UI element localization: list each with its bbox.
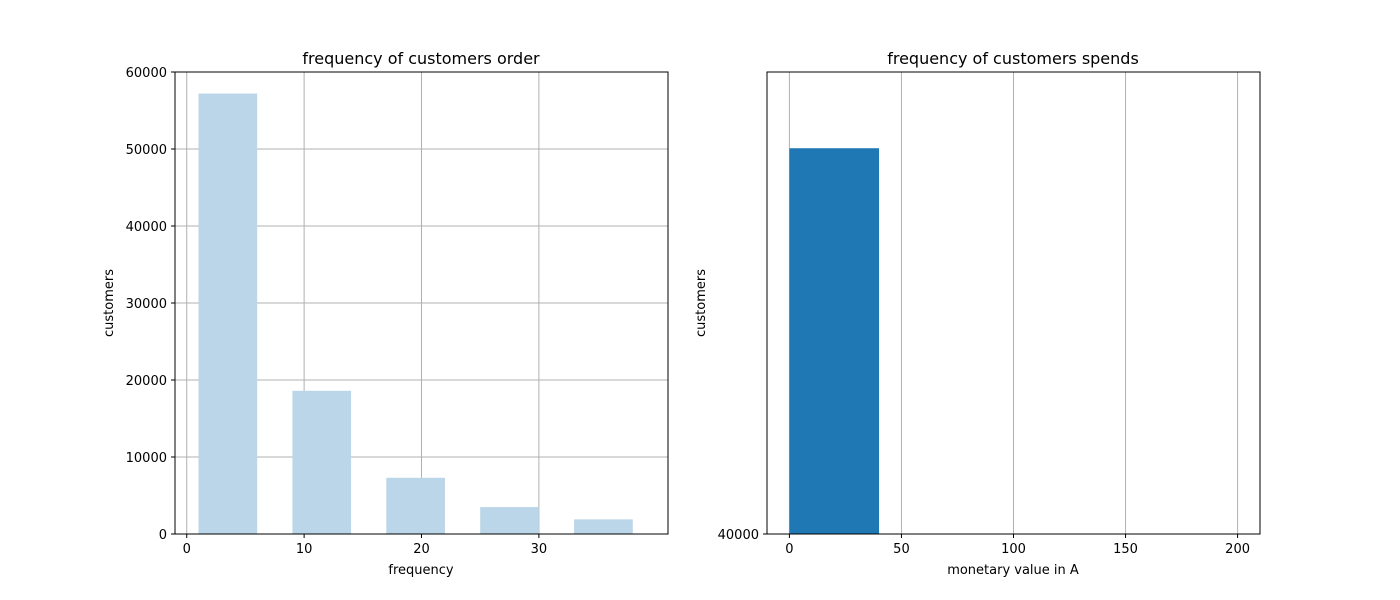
x-tick-label: 10 [296,542,313,557]
y-axis-label: customers [102,269,117,337]
chart-spend-frequency: frequency of customers spends 0 50 100 150 2… [694,49,1261,578]
y-tick-label: 40000 [126,220,167,235]
bar [292,390,352,534]
y-axis-label: customers [694,269,709,337]
y-tick-label: 30000 [126,297,167,312]
chart-title: frequency of customers spends [887,49,1139,68]
y-tick-label: 60000 [126,66,167,81]
y-tick-label: 10000 [126,451,167,466]
x-tick-label: 200 [1225,542,1250,557]
y-tick-label: 50000 [126,143,167,158]
x-tick-label: 100 [1001,542,1026,557]
x-tick-label: 0 [183,542,191,557]
x-tick-label: 20 [413,542,430,557]
bar [386,477,445,534]
y-tick-label: 40000 [718,528,759,543]
x-tick-label: 150 [1113,542,1138,557]
chart-title: frequency of customers order [302,49,540,68]
x-tick-label: 50 [893,542,910,557]
x-tick-label: 0 [785,542,793,557]
bar [198,93,258,534]
y-tick-label: 20000 [126,374,167,389]
chart-order-frequency: frequency of customers order 0 10 20 30 0 100… [102,49,669,578]
x-tick-label: 30 [531,542,548,557]
bar [574,519,633,534]
bar [480,507,539,534]
bar [789,148,880,535]
x-axis-label: frequency [388,563,454,578]
x-axis-label: monetary value in A [947,563,1079,578]
y-tick-label: 0 [159,528,167,543]
